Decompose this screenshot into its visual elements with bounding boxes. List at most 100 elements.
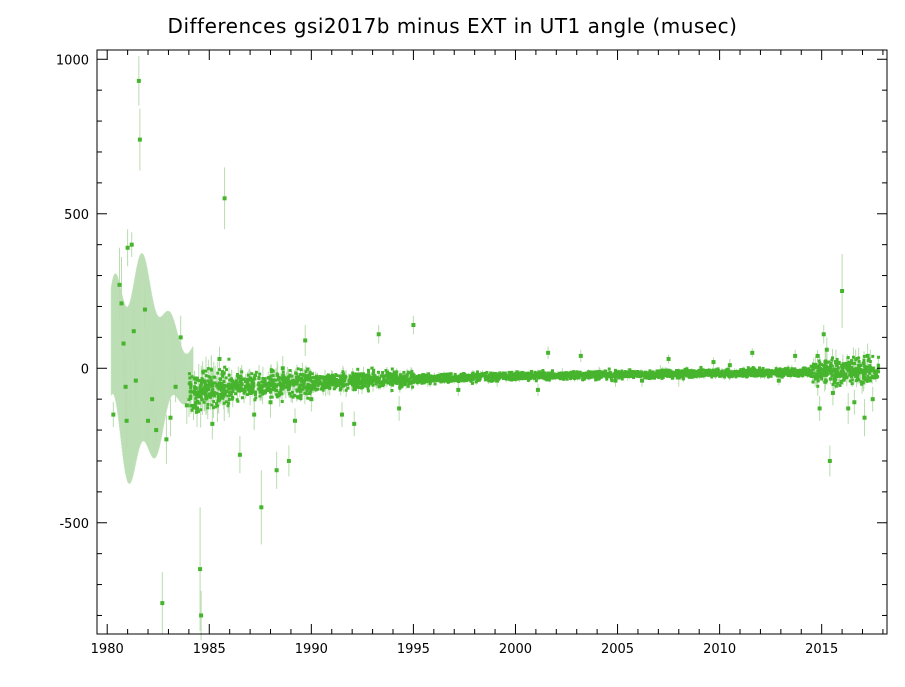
data-point <box>712 373 716 377</box>
data-point <box>287 375 291 379</box>
data-point <box>271 381 275 385</box>
data-point <box>274 468 279 473</box>
data-point <box>297 386 301 390</box>
data-point <box>296 377 300 381</box>
data-point <box>705 370 709 374</box>
data-point <box>530 374 534 378</box>
data-point <box>419 376 423 380</box>
data-point <box>807 367 811 371</box>
data-point <box>343 379 347 383</box>
data-point <box>866 374 870 378</box>
data-point <box>361 372 365 376</box>
data-point <box>264 388 268 392</box>
data-point <box>549 376 553 380</box>
data-point <box>309 376 313 380</box>
data-point <box>647 372 651 376</box>
data-point <box>234 392 238 396</box>
data-point <box>862 415 867 420</box>
data-point <box>812 362 816 366</box>
data-point <box>711 360 716 365</box>
data-point <box>431 378 435 382</box>
data-point <box>805 372 809 376</box>
data-point <box>233 384 237 388</box>
data-point <box>597 370 602 375</box>
data-point <box>793 367 797 371</box>
data-point <box>224 400 228 404</box>
data-point <box>811 374 815 378</box>
data-point <box>290 374 294 378</box>
data-point <box>338 388 342 392</box>
plot-frame <box>96 49 888 635</box>
data-point <box>496 373 500 377</box>
data-point <box>215 391 219 395</box>
data-point <box>361 384 365 388</box>
data-point <box>245 380 249 384</box>
data-point <box>199 394 203 398</box>
data-point <box>608 371 612 375</box>
data-point <box>312 380 316 384</box>
data-point <box>364 381 368 385</box>
data-point <box>395 370 399 374</box>
data-point <box>376 379 380 383</box>
data-point <box>842 364 846 368</box>
data-point <box>828 364 832 368</box>
data-point <box>398 385 402 389</box>
data-point <box>870 397 875 402</box>
data-point <box>457 379 461 383</box>
data-point <box>253 398 257 402</box>
data-point <box>443 372 447 376</box>
data-point <box>218 396 222 400</box>
data-point <box>250 388 254 392</box>
data-point <box>521 374 525 378</box>
data-point <box>188 382 192 386</box>
data-point <box>690 375 694 379</box>
data-point <box>226 404 230 408</box>
data-point <box>288 373 292 377</box>
data-point <box>318 381 322 385</box>
data-point <box>636 371 640 375</box>
data-point <box>238 377 242 381</box>
data-point <box>847 369 851 373</box>
data-point <box>671 376 675 380</box>
data-point <box>773 371 777 375</box>
data-point <box>546 372 550 376</box>
data-point <box>778 369 782 373</box>
data-point <box>341 374 345 378</box>
data-point <box>382 375 386 379</box>
data-point <box>796 369 800 373</box>
data-point <box>870 376 874 380</box>
data-point <box>382 376 386 380</box>
data-point <box>594 378 598 382</box>
data-point <box>529 372 533 376</box>
data-point <box>750 368 754 372</box>
data-point <box>722 371 726 375</box>
data-point <box>582 375 586 379</box>
data-point <box>291 379 295 383</box>
data-point <box>459 374 463 378</box>
data-point <box>269 390 273 394</box>
data-point <box>796 371 800 375</box>
data-point <box>314 388 318 392</box>
data-point <box>339 412 344 417</box>
data-point <box>446 375 450 379</box>
data-point <box>757 371 761 375</box>
data-point <box>827 458 832 463</box>
data-point <box>311 387 315 391</box>
data-point <box>469 379 473 383</box>
data-point <box>300 376 304 380</box>
data-point <box>339 386 343 390</box>
data-point <box>234 379 238 383</box>
data-point <box>859 380 863 384</box>
data-point <box>324 376 328 380</box>
data-point <box>201 378 205 382</box>
data-point <box>332 383 336 387</box>
data-point <box>258 390 262 394</box>
data-point <box>390 372 394 376</box>
data-point <box>411 372 415 376</box>
data-point <box>446 373 450 377</box>
y-tick-label: 0 <box>81 362 89 377</box>
data-point <box>294 371 298 375</box>
data-point <box>261 392 265 396</box>
data-point <box>528 377 532 381</box>
data-point <box>472 375 477 380</box>
